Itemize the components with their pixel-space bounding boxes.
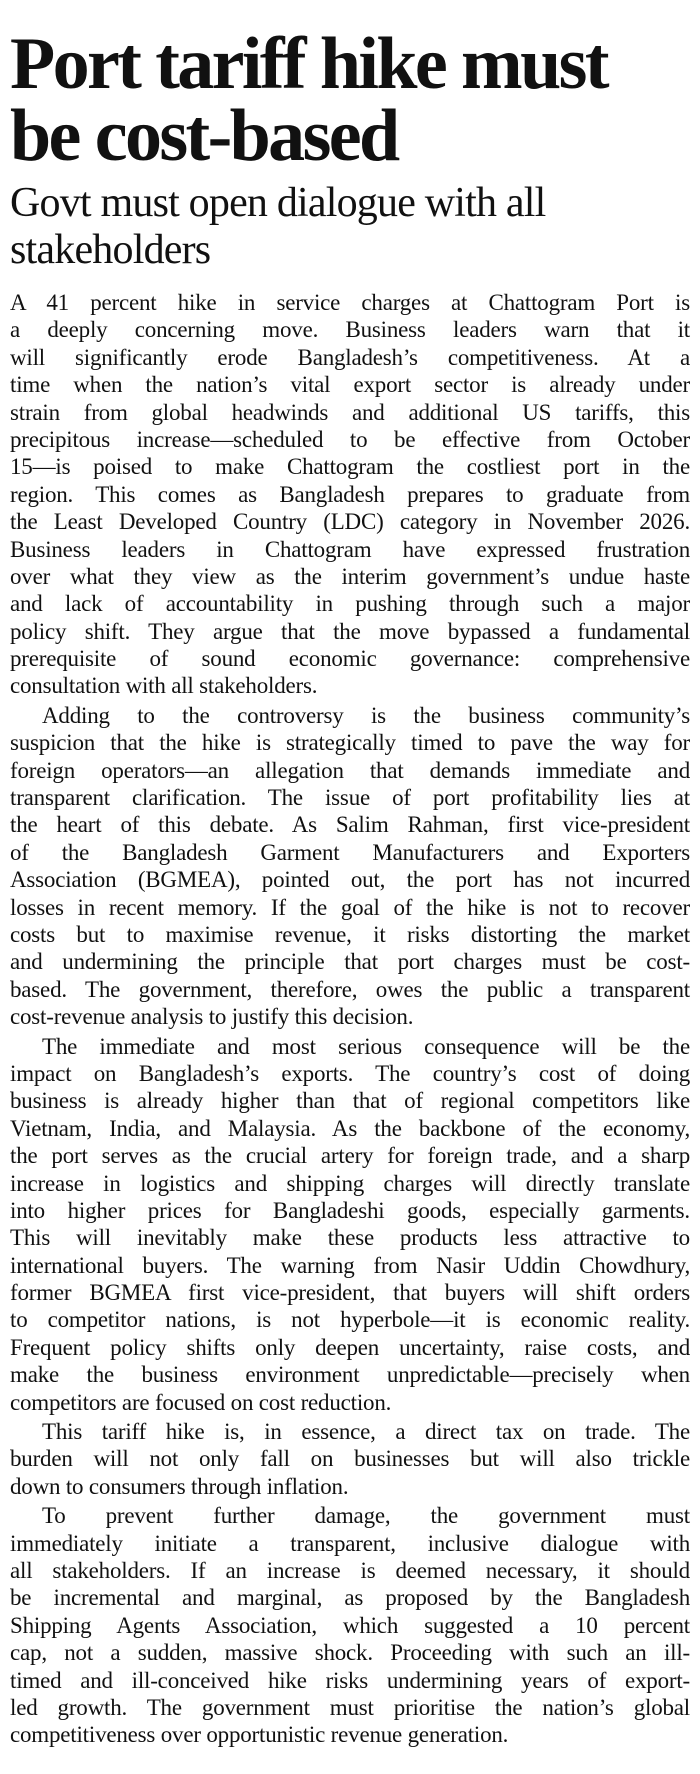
paragraph: The immediate and most serious consequen…: [10, 1033, 690, 1416]
paragraph: Adding to the controversy is the busines…: [10, 702, 690, 1031]
text-line: be incremental and marginal, as proposed…: [10, 1585, 690, 1611]
text-line: Adding to the controversy is the busines…: [42, 702, 690, 728]
text-line: To prevent further damage, the governmen…: [42, 1503, 690, 1529]
text-line: will significantly erode Bangladesh’s co…: [10, 344, 690, 370]
text-line: region. This comes as Bangladesh prepare…: [10, 481, 690, 507]
text-line: cost-revenue analysis to justify this de…: [10, 1004, 414, 1030]
text-line: into higher prices for Bangladeshi goods…: [10, 1197, 690, 1223]
headline-line: Port tariff hike must: [10, 23, 609, 105]
text-line: and lack of accountability in pushing th…: [10, 591, 690, 617]
text-line: based. The government, therefore, owes t…: [10, 976, 690, 1002]
text-line: the Least Developed Country (LDC) catego…: [10, 509, 690, 535]
text-line: Vietnam, India, and Malaysia. As the bac…: [10, 1115, 690, 1141]
text-line: led growth. The government must prioriti…: [10, 1694, 690, 1720]
headline: Port tariff hike must be cost-based: [10, 23, 700, 177]
text-line: all stakeholders. If an increase is deem…: [10, 1557, 690, 1583]
text-line: policy shift. They argue that the move b…: [10, 618, 690, 644]
text-line: impact on Bangladesh’s exports. The coun…: [10, 1060, 690, 1086]
text-line: Association (BGMEA), pointed out, the po…: [10, 867, 690, 893]
text-line: over what they view as the interim gover…: [10, 563, 690, 589]
text-line: time when the nation’s vital export sect…: [10, 372, 690, 398]
text-line: of the Bangladesh Garment Manufacturers …: [10, 839, 690, 865]
text-line: 15—is poised to make Chattogram the cost…: [10, 454, 690, 480]
text-line: and undermining the principle that port …: [10, 949, 690, 975]
text-line: suspicion that the hike is strategically…: [10, 730, 690, 756]
text-line: down to consumers through inflation.: [10, 1473, 349, 1499]
subheadline-line: stakeholders: [10, 227, 211, 273]
text-line: precipitous increase—scheduled to be eff…: [10, 426, 690, 452]
text-line: A 41 percent hike in service charges at …: [10, 290, 690, 315]
text-line: competitiveness over opportunistic reven…: [10, 1722, 509, 1748]
text-line: timed and ill-conceived hike risks under…: [10, 1667, 690, 1693]
text-line: foreign operators—an allegation that dem…: [10, 757, 690, 783]
text-line: former BGMEA first vice-president, that …: [10, 1280, 690, 1306]
text-line: to competitor nations, is not hyperbole—…: [10, 1307, 690, 1333]
text-line: consultation with all stakeholders.: [10, 673, 318, 699]
text-line: Business leaders in Chattogram have expr…: [10, 536, 690, 562]
text-line: losses in recent memory. If the goal of …: [10, 894, 690, 920]
text-line: This tariff hike is, in essence, a direc…: [42, 1419, 690, 1445]
text-line: international buyers. The warning from N…: [10, 1252, 690, 1278]
text-line: This will inevitably make these products…: [10, 1225, 690, 1251]
paragraph: To prevent further damage, the governmen…: [10, 1502, 690, 1749]
text-line: strain from global headwinds and additio…: [10, 399, 690, 425]
text-line: transparent clarification. The issue of …: [10, 785, 690, 811]
text-line: immediately initiate a transparent, incl…: [10, 1530, 690, 1556]
text-line: competitors are focused on cost reductio…: [10, 1389, 392, 1415]
text-line: prerequisite of sound economic governanc…: [10, 646, 690, 672]
text-line: the port serves as the crucial artery fo…: [10, 1143, 690, 1169]
text-line: cap, not a sudden, massive shock. Procee…: [10, 1640, 690, 1666]
text-line: The immediate and most serious consequen…: [42, 1033, 690, 1059]
subheadline: Govt must open dialogue with all stakeho…: [10, 180, 690, 274]
headline-line: be cost-based: [10, 95, 400, 177]
text-line: make the business environment unpredicta…: [10, 1362, 690, 1388]
text-line: the heart of this debate. As Salim Rahma…: [10, 812, 690, 838]
text-line: business is already higher than that of …: [10, 1088, 690, 1114]
text-line: Frequent policy shifts only deepen uncer…: [10, 1334, 690, 1360]
paragraph: A 41 percent hike in service charges at …: [10, 289, 690, 700]
text-line: a deeply concerning move. Business leade…: [10, 317, 690, 343]
article-body: A 41 percent hike in service charges at …: [10, 289, 690, 1751]
text-line: increase in logistics and shipping charg…: [10, 1170, 690, 1196]
paragraph: This tariff hike is, in essence, a direc…: [10, 1418, 690, 1500]
subheadline-line: Govt must open dialogue with all: [10, 180, 546, 226]
text-line: burden will not only fall on businesses …: [10, 1446, 690, 1472]
text-line: costs but to maximise revenue, it risks …: [10, 921, 690, 947]
text-line: Shipping Agents Association, which sugge…: [10, 1612, 690, 1638]
